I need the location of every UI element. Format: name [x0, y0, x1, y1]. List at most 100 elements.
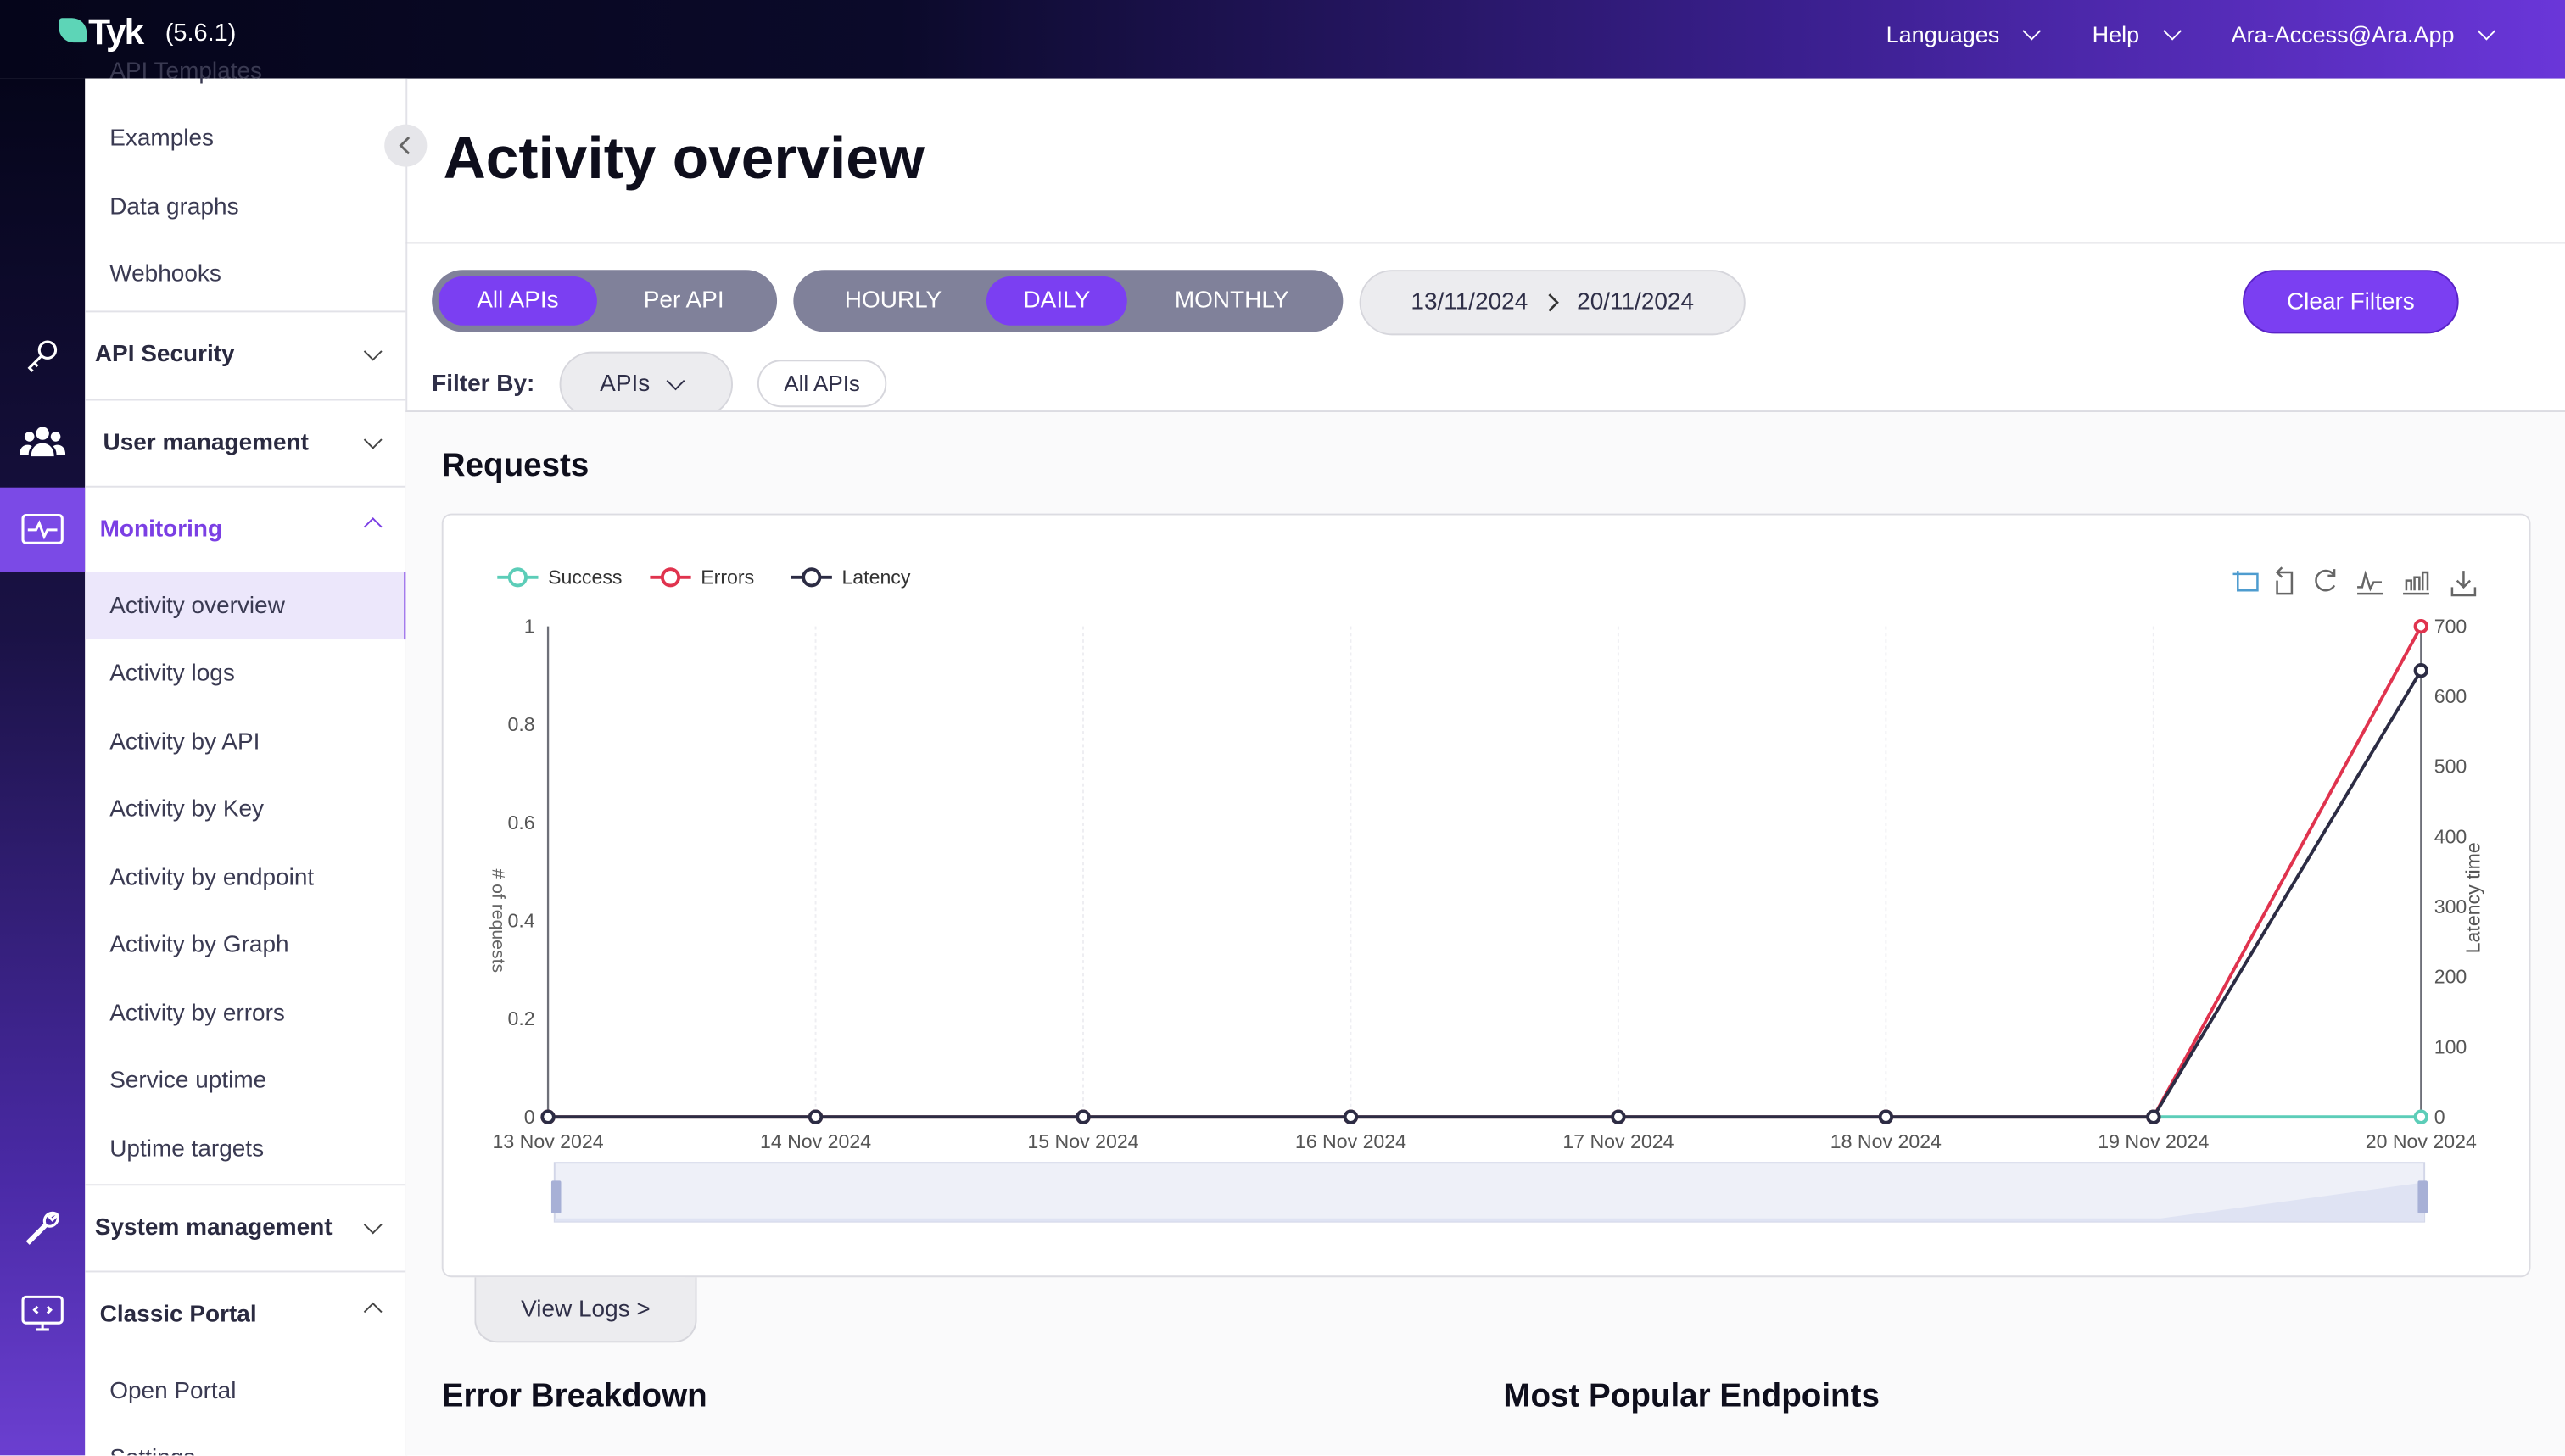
view-logs-button[interactable]: View Logs >	[474, 1277, 697, 1343]
y2-tick-label: 700	[2434, 615, 2467, 637]
sidebar-group-monitoring[interactable]: Monitoring	[85, 485, 406, 571]
legend-marker	[802, 567, 822, 588]
sidebar-group-api-security[interactable]: API Security	[85, 310, 406, 395]
date-range-picker[interactable]: 13/11/2024 20/11/2024	[1359, 270, 1746, 336]
data-point-latency	[1878, 1109, 1894, 1124]
active-item-highlight	[85, 572, 408, 640]
languages-menu[interactable]: Languages	[1886, 21, 2049, 47]
sidebar-item-data-graphs[interactable]: Data graphs	[109, 194, 239, 221]
sidebar-item-activity-by-endpoint[interactable]: Activity by endpoint	[109, 865, 315, 892]
chevron-down-icon	[2478, 21, 2497, 41]
series-line-latency	[548, 669, 2422, 1119]
sidebar-item-open-portal[interactable]: Open Portal	[109, 1378, 237, 1405]
collapse-sidebar-button[interactable]	[384, 124, 428, 167]
sidebar-item-activity-logs[interactable]: Activity logs	[109, 661, 235, 687]
data-point-latency	[808, 1109, 824, 1124]
y-tick-label: 0.6	[507, 812, 534, 834]
data-point-success	[2413, 1109, 2428, 1124]
data-point-latency	[1611, 1109, 1626, 1124]
sidebar-item-activity-overview[interactable]: Activity overview	[109, 594, 285, 620]
date-to: 20/11/2024	[1577, 289, 1695, 316]
y-tick-label: 0.2	[507, 1007, 534, 1029]
account-menu[interactable]: Ara-Access@Ara.App	[2232, 21, 2504, 47]
requests-title: Requests	[441, 448, 590, 484]
restore-icon[interactable]	[2315, 569, 2336, 592]
sidebar-item-webhooks[interactable]: Webhooks	[109, 261, 221, 288]
daily-tab[interactable]: DAILY	[986, 276, 1127, 326]
x-tick-label: 19 Nov 2024	[2098, 1130, 2209, 1152]
chevron-right-icon	[1548, 293, 1559, 312]
y2-tick-label: 200	[2434, 966, 2467, 988]
sidebar-item-service-uptime[interactable]: Service uptime	[109, 1068, 267, 1095]
filter-select[interactable]: APIs	[559, 351, 733, 417]
account-label: Ara-Access@Ara.App	[2231, 21, 2455, 47]
per-api-tab[interactable]: Per API	[643, 287, 724, 315]
legend-label: Latency	[841, 566, 910, 588]
y-tick-label: 0	[524, 1106, 535, 1128]
monthly-tab[interactable]: MONTHLY	[1174, 287, 1289, 315]
group-label: User management	[103, 429, 309, 456]
hourly-tab[interactable]: HOURLY	[844, 287, 942, 315]
legend-label: Success	[548, 566, 622, 588]
zoom-icon[interactable]	[2232, 571, 2259, 592]
logo-text[interactable]: Tyk	[88, 11, 144, 53]
legend-marker	[660, 567, 681, 588]
users-icon[interactable]	[0, 399, 85, 484]
data-zoom-slider	[553, 1162, 2426, 1223]
y2-axis-title: Latency time	[2462, 842, 2484, 953]
group-label: Monitoring	[99, 516, 223, 543]
sidebar-group-classic-portal[interactable]: Classic Portal	[85, 1270, 406, 1355]
y-tick-label: 1	[524, 615, 535, 637]
sidebar-group-system-management[interactable]: System management	[85, 1184, 406, 1269]
sidebar-group-user-management[interactable]: User management	[85, 399, 406, 484]
all-apis-tab[interactable]: All APIs	[438, 276, 598, 326]
chevron-down-icon	[667, 371, 686, 391]
sidebar-item-uptime-targets[interactable]: Uptime targets	[109, 1136, 265, 1163]
monitoring-icon[interactable]	[0, 487, 86, 572]
chevron-down-icon	[363, 341, 383, 360]
y2-tick-label: 300	[2434, 895, 2467, 918]
x-tick-label: 18 Nov 2024	[1830, 1130, 1942, 1152]
series-line-errors	[548, 625, 2422, 1119]
key-icon[interactable]	[0, 312, 85, 397]
wrench-icon[interactable]	[0, 1184, 85, 1269]
line-chart-icon[interactable]	[2357, 570, 2383, 595]
data-point-latency	[1076, 1109, 1091, 1124]
filter-select-value: APIs	[600, 371, 651, 398]
help-menu[interactable]: Help	[2093, 21, 2188, 47]
chart-svg: 0 0.2 0.4 0.6 0.8 1 0 100 200 300 400 500 600 700 13 N…	[488, 566, 2484, 1223]
sidebar-item-settings[interactable]: Settings	[109, 1446, 195, 1456]
zoom-reset-icon[interactable]	[2275, 566, 2294, 595]
x-tick-label: 16 Nov 2024	[1295, 1130, 1406, 1152]
sidebar-item-api-templates[interactable]: API Templates	[109, 59, 263, 86]
icon-rail	[0, 78, 86, 1456]
group-label: API Security	[94, 341, 235, 367]
date-from: 13/11/2024	[1411, 289, 1528, 316]
sidebar-item-activity-by-graph[interactable]: Activity by Graph	[109, 932, 289, 959]
bar-chart-icon[interactable]	[2403, 571, 2429, 595]
legend-marker	[507, 567, 528, 588]
chevron-down-icon	[2022, 21, 2042, 41]
data-point-latency	[1343, 1109, 1359, 1124]
x-tick-label: 15 Nov 2024	[1027, 1130, 1138, 1152]
filter-by-label: Filter By:	[432, 371, 535, 398]
y2-tick-label: 400	[2434, 825, 2467, 847]
y-tick-label: 0.4	[507, 909, 534, 931]
sidebar-item-activity-by-errors[interactable]: Activity by errors	[109, 1001, 285, 1028]
sidebar-item-activity-by-api[interactable]: Activity by API	[109, 729, 260, 756]
y2-tick-label: 600	[2434, 685, 2467, 707]
download-icon[interactable]	[2450, 571, 2477, 597]
data-point-latency	[2413, 663, 2428, 678]
x-tick-label: 14 Nov 2024	[760, 1130, 871, 1152]
clear-filters-button[interactable]: Clear Filters	[2243, 270, 2459, 334]
portal-icon[interactable]	[0, 1270, 85, 1355]
data-zoom-handle-right	[2417, 1180, 2428, 1213]
y2-tick-label: 500	[2434, 756, 2467, 778]
sidebar-item-examples[interactable]: Examples	[109, 126, 215, 153]
data-point-latency	[540, 1109, 556, 1124]
filter-chip-all-apis[interactable]: All APIs	[757, 360, 887, 408]
sidebar-item-activity-by-key[interactable]: Activity by Key	[109, 796, 265, 823]
chart-toolbox	[2232, 566, 2477, 597]
y2-tick-label: 100	[2434, 1035, 2467, 1057]
